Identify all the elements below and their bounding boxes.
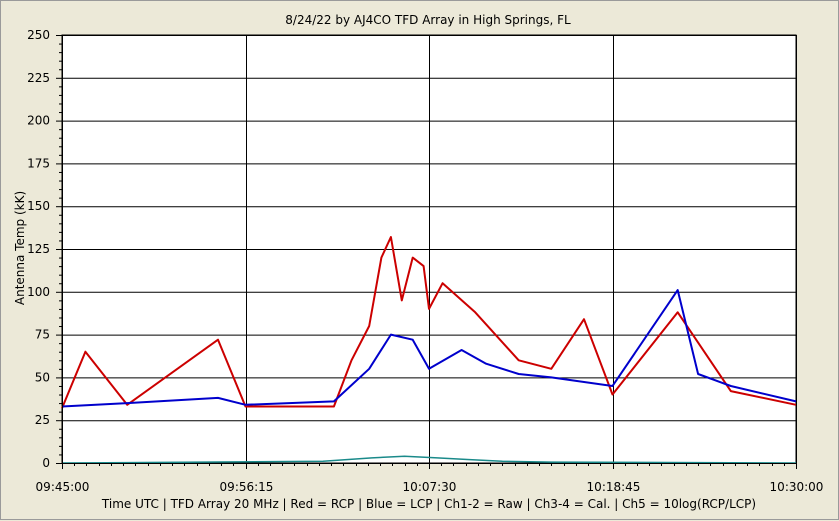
- chart-title: 8/24/22 by AJ4CO TFD Array in High Sprin…: [285, 13, 571, 27]
- y-tick-label: 175: [27, 156, 50, 170]
- x-axis-label: Time UTC | TFD Array 20 MHz | Red = RCP …: [101, 497, 756, 511]
- series-line-lcp: [61, 289, 797, 408]
- x-tick-label: 10:07:30: [403, 480, 457, 494]
- y-tick-label: 125: [27, 242, 50, 256]
- x-tick-label: 10:18:45: [587, 480, 641, 494]
- y-tick-label: 200: [27, 114, 50, 128]
- series-line-rcp: [61, 236, 797, 409]
- y-tick-label: 25: [35, 413, 50, 427]
- y-axis-label: Antenna Temp (kK): [13, 191, 27, 305]
- plot-border: [62, 35, 797, 464]
- series-line-ch5: [61, 455, 797, 464]
- y-tick-label: 150: [27, 199, 50, 213]
- y-tick-label: 75: [35, 328, 50, 342]
- y-tick-label: 0: [42, 456, 50, 470]
- x-tick-label: 09:45:00: [36, 480, 90, 494]
- x-tick-label: 09:56:15: [220, 480, 274, 494]
- y-tick-label: 225: [27, 71, 50, 85]
- y-tick-label: 250: [27, 28, 50, 42]
- y-tick-label: 50: [35, 370, 50, 384]
- y-tick-label: 100: [27, 285, 50, 299]
- x-tick-label: 10:30:00: [770, 480, 824, 494]
